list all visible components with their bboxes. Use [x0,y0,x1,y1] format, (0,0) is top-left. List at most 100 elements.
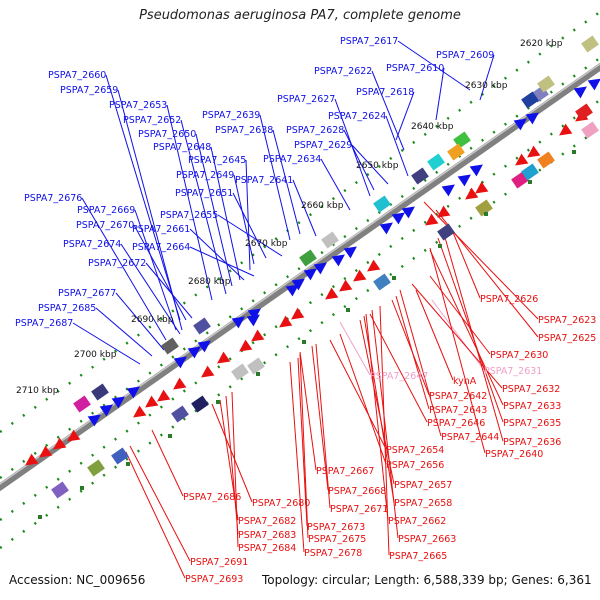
leader-line [166,104,213,301]
leader-line [435,67,445,121]
leader-line [210,146,241,281]
leader-line [429,249,504,406]
reverse-gene-arrow [53,437,67,450]
gene-label-forward: PSPA7_2645 [188,155,246,166]
gene-label-reverse: PSPA7_2635 [503,418,561,429]
gene-label-reverse: PSPA7_2680 [252,498,310,509]
gene-block [537,151,555,169]
forward-gene-arrow [441,184,455,197]
forward-gene-arrow [391,212,405,225]
leader-line [315,343,331,509]
leader-line [479,54,495,101]
leader-line [415,289,454,381]
reverse-gene-arrow [465,187,479,200]
leader-line [371,309,399,539]
tick-label: 2650 kbp [356,161,399,171]
gene-block [299,249,317,267]
map-title: Pseudomonas aeruginosa PA7, complete gen… [139,8,461,23]
gene-block [91,383,109,401]
track-mark [346,308,350,312]
track-mark [38,515,42,519]
gene-block [537,75,555,93]
gene-label-forward: PSPA7_2664 [132,242,190,253]
tick-label: 2630 kbp [465,81,508,91]
forward-gene-arrow [457,174,471,187]
gene-label-reverse: PSPA7_2658 [394,498,452,509]
gene-label-forward: PSPA7_2659 [60,85,118,96]
leader-line [399,289,442,437]
gene-label-forward: PSPA7_2629 [294,140,352,151]
leader-line [272,129,301,235]
gene-block [161,337,179,355]
gene-block [171,405,189,423]
forward-gene-arrow [573,86,587,99]
gene-block [373,273,391,291]
gene-label-reverse: PSPA7_2673 [307,522,365,533]
gene-label-reverse: PSPA7_2693 [185,574,243,585]
track-mark [168,434,172,438]
leader-line [343,129,375,191]
reverse-gene-arrow [527,145,541,158]
gene-block [73,395,91,413]
track-mark [528,180,532,184]
leader-line [395,91,415,141]
gene-label-forward: PSPA7_2672 [88,258,146,269]
gene-label-reverse: PSPA7_2686 [183,492,241,503]
leader-line [233,174,255,265]
reverse-gene-arrow [145,395,159,408]
gene-block [521,91,539,109]
tick-label: 2700 kbp [74,350,117,360]
inner-tick-track [0,126,600,550]
forward-gene-arrow [331,254,345,267]
reverse-gene-arrow [325,287,339,300]
gene-label-reverse: PSPA7_2646 [427,418,485,429]
gene-block [521,163,539,181]
gene-label-forward: PSPA7_2634 [263,154,321,165]
forward-gene-arrow [187,346,201,359]
gene-label-reverse: PSPA7_2633 [503,401,561,412]
tick-label: 2680 kbp [188,277,231,287]
gene-label-forward: PSPA7_2624 [328,111,386,122]
track-mark [216,400,220,404]
reverse-gene-arrow [133,405,147,418]
gene-label-forward: PSPA7_2669 [77,205,135,216]
leader-line [363,315,395,503]
reverse-gene-arrow [201,365,215,378]
gene-label-forward: PSPA7_2618 [356,87,414,98]
leader-line [125,451,186,579]
leader-line [320,158,351,211]
leader-line [195,133,233,287]
reverse-gene-arrow [157,389,171,402]
genome-summary: Topology: circular; Length: 6,588,339 bp… [262,573,592,587]
leader-line [297,357,308,527]
reverse-gene-arrow [559,123,573,136]
gene-label-reverse: PSPA7_2657 [394,480,452,491]
gene-label-forward: PSPA7_2648 [153,142,211,153]
forward-gene-arrow [285,284,299,297]
gene-label-forward: PSPA7_2627 [277,94,335,105]
forward-gene-arrow [313,262,327,275]
gene-label-reverse: PSPA7_2668 [328,486,386,497]
reverse-gene-arrow [425,213,439,226]
tick-label: 2690 kbp [131,315,174,325]
leader-line [105,74,181,321]
reverse-gene-arrow [173,377,187,390]
leader-line [95,307,153,357]
gene-label-forward: PSPA7_2628 [286,125,344,136]
leader-line [115,292,165,351]
leader-line [385,115,409,177]
gene-label-reverse: PSPA7_2643 [429,405,487,416]
track-mark [126,462,130,466]
gene-label-forward: PSPA7_2677 [58,288,116,299]
leader-line [339,333,387,465]
forward-gene-arrow [379,222,393,235]
gene-label-reverse: PSPA7_2684 [238,543,296,554]
leader-line [395,295,430,410]
gene-label-reverse: PSPA7_2675 [308,534,366,545]
leader-line [365,313,389,521]
leader-line [429,247,486,454]
leader-line [299,351,317,471]
leader-line [117,89,183,331]
forward-gene-arrow [401,206,415,219]
